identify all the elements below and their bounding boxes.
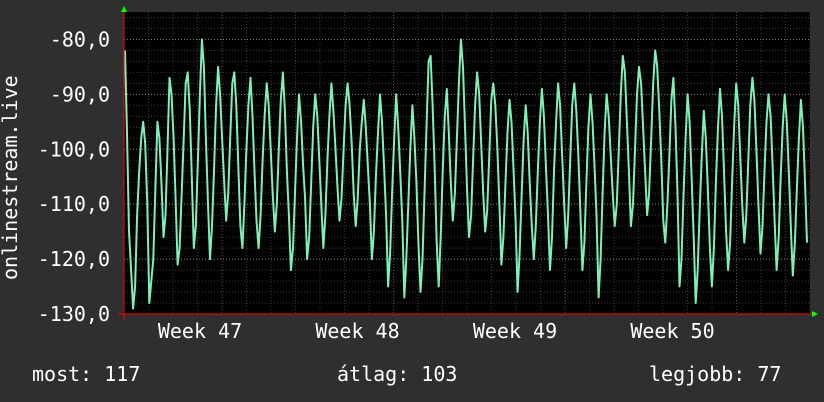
x-axis-arrow-icon — [812, 311, 818, 317]
y-axis-arrow-icon — [121, 6, 127, 12]
x-tick-label: Week 49 — [473, 319, 557, 343]
y-axis-label-text: onlinestream.live — [0, 75, 22, 280]
y-tick-label: -90,0 — [50, 82, 110, 106]
series-line — [124, 38, 808, 310]
x-tick-label: Week 50 — [630, 319, 714, 343]
average-label: átlag: — [337, 362, 410, 386]
current-value: 117 — [104, 362, 141, 386]
best-label: legjobb: — [649, 362, 746, 386]
x-tick-label: Week 47 — [158, 319, 242, 343]
average-stat: átlag: 103 — [337, 362, 457, 386]
y-tick-labels: -80,0 -90,0 -100,0 -110,0 -120,0 -130,0 — [38, 27, 110, 326]
y-tick-label: -80,0 — [50, 27, 110, 51]
x-tick-labels: Week 47 Week 48 Week 49 Week 50 — [158, 319, 715, 343]
y-tick-label: -110,0 — [38, 192, 110, 216]
current-label: most: — [32, 362, 93, 386]
y-tick-label: -120,0 — [38, 247, 110, 271]
y-tick-label: -130,0 — [38, 302, 110, 326]
current-stat: most: 117 — [32, 362, 140, 386]
best-value: 77 — [757, 362, 782, 386]
average-value: 103 — [421, 362, 458, 386]
best-stat: legjobb: 77 — [649, 362, 781, 386]
x-tick-label: Week 48 — [315, 319, 399, 343]
y-tick-label: -100,0 — [38, 137, 110, 161]
